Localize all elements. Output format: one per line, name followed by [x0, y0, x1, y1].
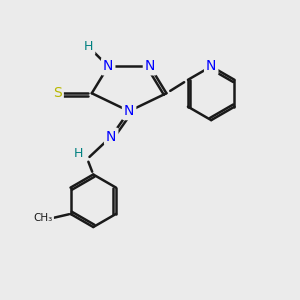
Text: N: N	[206, 59, 216, 74]
Text: H: H	[74, 147, 83, 160]
Text: N: N	[106, 130, 116, 144]
Text: N: N	[103, 59, 113, 74]
Text: CH₃: CH₃	[33, 213, 52, 224]
Text: N: N	[145, 59, 155, 74]
Text: N: N	[124, 104, 134, 118]
Text: S: S	[53, 86, 62, 100]
Text: H: H	[84, 40, 94, 53]
